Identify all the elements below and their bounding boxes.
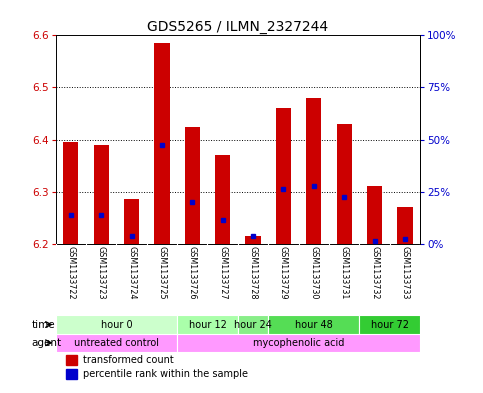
Text: transformed count: transformed count	[83, 355, 174, 365]
Text: GSM1133728: GSM1133728	[249, 246, 257, 299]
Bar	[398, 208, 412, 244]
Bar	[359, 316, 420, 334]
Text: hour 12: hour 12	[188, 320, 227, 330]
Text: GSM1133727: GSM1133727	[218, 246, 227, 299]
Text: GSM1133723: GSM1133723	[97, 246, 106, 299]
Bar	[56, 316, 177, 334]
Title: GDS5265 / ILMN_2327244: GDS5265 / ILMN_2327244	[147, 20, 328, 34]
Bar	[67, 369, 77, 379]
Text: untreated control: untreated control	[74, 338, 159, 348]
Bar	[367, 186, 382, 244]
Bar	[67, 355, 77, 365]
Text: GSM1133730: GSM1133730	[309, 246, 318, 299]
Text: GSM1133729: GSM1133729	[279, 246, 288, 299]
Text: GSM1133726: GSM1133726	[188, 246, 197, 299]
Text: mycophenolic acid: mycophenolic acid	[253, 338, 344, 348]
Bar	[215, 155, 230, 244]
Text: hour 0: hour 0	[100, 320, 132, 330]
Text: time: time	[31, 320, 55, 330]
Bar	[94, 145, 109, 244]
Text: GSM1133731: GSM1133731	[340, 246, 349, 299]
Bar	[124, 200, 139, 244]
Text: hour 48: hour 48	[295, 320, 333, 330]
Bar	[268, 316, 359, 334]
Bar	[337, 124, 352, 244]
Bar	[177, 334, 420, 352]
Text: GSM1133725: GSM1133725	[157, 246, 167, 299]
Bar	[63, 142, 78, 244]
Bar	[154, 43, 170, 244]
Bar	[238, 316, 268, 334]
Text: GSM1133722: GSM1133722	[66, 246, 75, 299]
Bar	[306, 98, 322, 244]
Bar	[245, 236, 261, 244]
Bar	[56, 334, 177, 352]
Text: hour 72: hour 72	[371, 320, 409, 330]
Text: percentile rank within the sample: percentile rank within the sample	[83, 369, 248, 379]
Text: agent: agent	[31, 338, 61, 348]
Text: GSM1133732: GSM1133732	[370, 246, 379, 299]
Text: GSM1133724: GSM1133724	[127, 246, 136, 299]
Bar	[185, 127, 200, 244]
Text: GSM1133733: GSM1133733	[400, 246, 410, 299]
Bar	[177, 316, 238, 334]
Bar	[276, 108, 291, 244]
Text: hour 24: hour 24	[234, 320, 272, 330]
